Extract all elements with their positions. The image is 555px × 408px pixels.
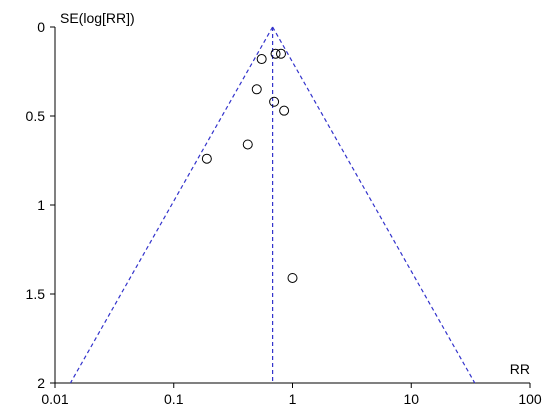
axes xyxy=(54,27,530,384)
study-point xyxy=(251,84,262,95)
x-tick-label: 1 xyxy=(289,391,297,407)
y-tick-label: 0.5 xyxy=(26,108,46,124)
y-axis-title: SE(log[RR]) xyxy=(60,10,135,26)
study-point xyxy=(242,139,253,150)
ticks: 0.01 0.1 1 10 100 0 0.5 1 1.5 2 xyxy=(26,19,542,407)
y-tick-label: 1.5 xyxy=(26,286,46,302)
study-point xyxy=(269,96,280,107)
y-tick-label: 1 xyxy=(37,197,45,213)
x-axis-title: RR xyxy=(510,361,530,377)
funnel-left-limit xyxy=(69,26,274,384)
study-point xyxy=(275,48,286,59)
study-point xyxy=(201,153,212,164)
x-tick-label: 0.01 xyxy=(41,391,68,407)
x-tick-label: 10 xyxy=(403,391,419,407)
funnel-lines xyxy=(69,26,476,384)
x-tick-label: 100 xyxy=(518,391,542,407)
study-point xyxy=(256,54,267,65)
funnel-right-limit xyxy=(272,26,476,384)
x-tick-label: 0.1 xyxy=(164,391,184,407)
study-point xyxy=(279,105,290,116)
study-point xyxy=(270,48,281,59)
y-tick-label: 2 xyxy=(37,375,45,391)
study-point xyxy=(287,272,298,283)
y-tick-label: 0 xyxy=(37,19,45,35)
data-points xyxy=(201,48,298,283)
